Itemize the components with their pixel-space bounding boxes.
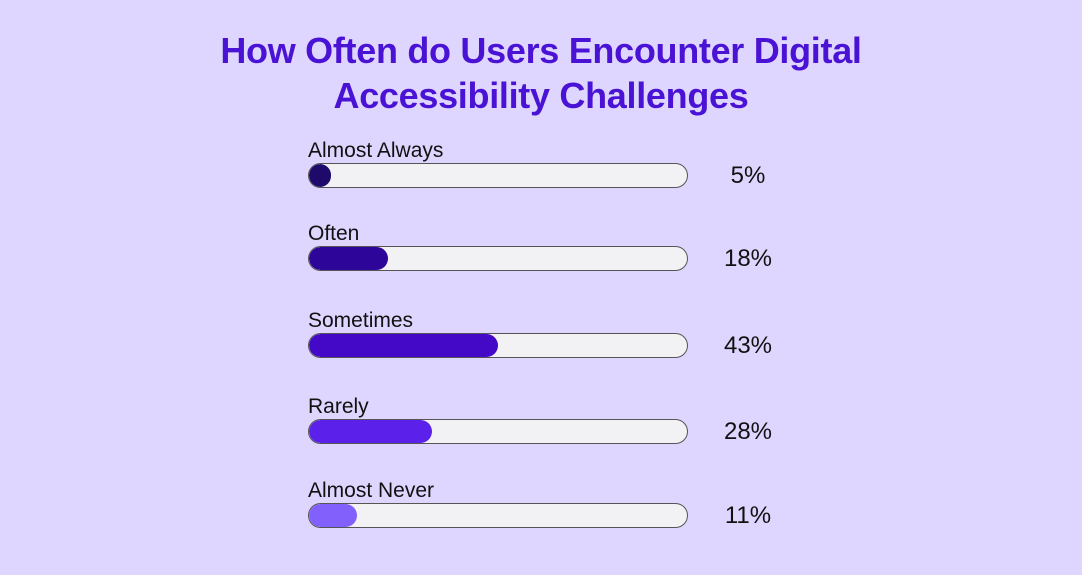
bar-fill (309, 504, 358, 527)
value-label: 11% (724, 502, 772, 529)
bar-row: Often 18% (308, 222, 788, 302)
bar-track (308, 419, 688, 444)
bar-track (308, 333, 688, 358)
value-label: 28% (723, 418, 773, 445)
bar-fill (309, 334, 498, 357)
value-label: 43% (723, 332, 773, 359)
bar-row: Sometimes 43% (308, 309, 788, 389)
bar-row: Almost Always 5% (308, 139, 788, 219)
category-label: Rarely (308, 395, 369, 418)
value-label: 18% (723, 245, 773, 272)
title-line-2: Accessibility Challenges (333, 75, 749, 116)
bar-fill (309, 247, 389, 270)
bar-fill (309, 420, 433, 443)
value-label: 5% (730, 162, 766, 189)
bar-row: Rarely 28% (308, 395, 788, 475)
category-label: Almost Never (308, 479, 435, 502)
bar-track (308, 246, 688, 271)
bar-track (308, 163, 688, 188)
category-label: Often (308, 222, 360, 245)
category-label: Almost Always (308, 139, 444, 162)
bar-row: Almost Never 11% (308, 479, 788, 559)
chart-title: How Often do Users Encounter Digital Acc… (0, 28, 1082, 118)
title-line-1: How Often do Users Encounter Digital (220, 30, 862, 71)
category-label: Sometimes (308, 309, 414, 332)
bar-fill (309, 164, 331, 187)
bar-track (308, 503, 688, 528)
